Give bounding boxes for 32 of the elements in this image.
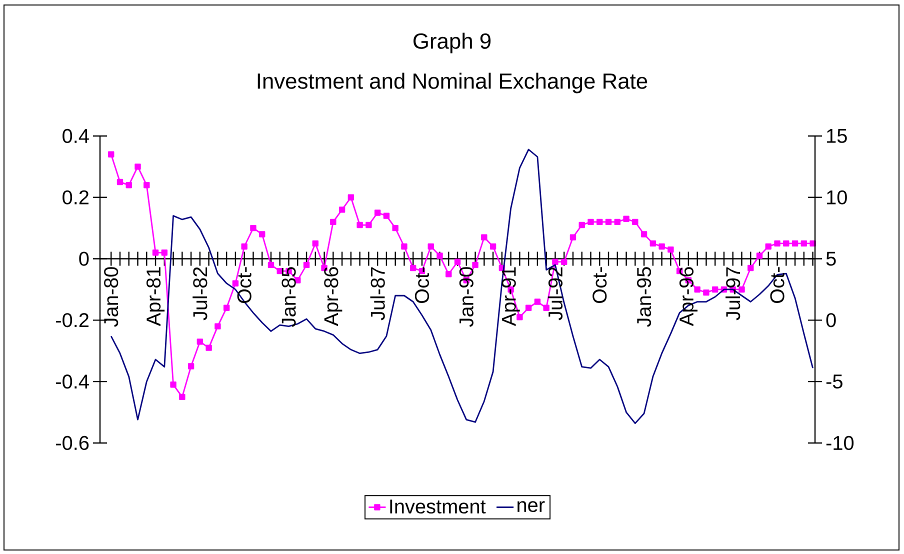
y2-tick-label: -10 xyxy=(826,436,854,450)
x-tick-label: Oct- xyxy=(592,267,607,303)
x-tick-label: Apr-81 xyxy=(146,267,165,326)
legend-label: ner xyxy=(518,501,545,512)
x-tick-label: Jul-87 xyxy=(370,267,385,320)
x-tick-label: Apr-91 xyxy=(502,267,520,326)
x-tick-label: Oct- xyxy=(237,267,252,303)
chart-subtitle: Investment and Nominal Exchange Rate xyxy=(258,72,648,94)
x-tick-label: Oct- xyxy=(414,267,430,303)
y-tick-label: 0 xyxy=(79,252,89,266)
y-tick-label: 0.4 xyxy=(62,128,89,144)
x-tick-label: Jan-85 xyxy=(282,267,296,327)
y-tick-label: -0.6 xyxy=(56,436,89,450)
x-tick-label: Jan-80 xyxy=(104,267,118,327)
y2-tick-label: 5 xyxy=(826,252,836,266)
x-tick-label: Jan-95 xyxy=(636,267,652,327)
x-tick-label: Jul-97 xyxy=(726,267,740,320)
y2-tick-label: 0 xyxy=(826,313,836,328)
chart-title: Graph 9 xyxy=(414,32,491,54)
y2-tick-label: -5 xyxy=(826,374,842,389)
x-tick-label: Apr-86 xyxy=(324,267,342,326)
y-tick-label: 0.2 xyxy=(62,190,88,204)
y2-tick-label: 15 xyxy=(827,129,847,143)
legend-label: Investment xyxy=(390,500,486,514)
x-tick-label: Jul-82 xyxy=(192,267,208,320)
y-tick-label: -0.2 xyxy=(56,313,88,328)
y-tick-label: -0.4 xyxy=(56,374,89,389)
x-tick-label: Jul-92 xyxy=(548,267,563,320)
x-tick-label: Apr-96 xyxy=(679,267,698,326)
x-tick-label: Jan-90 xyxy=(459,267,474,327)
y2-tick-label: 10 xyxy=(827,190,847,204)
x-tick-label: Oct- xyxy=(770,267,784,303)
